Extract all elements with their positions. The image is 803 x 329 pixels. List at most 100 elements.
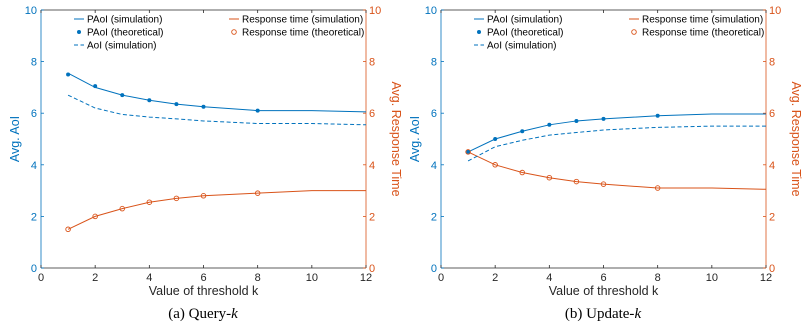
- x-tick-label: 2: [492, 272, 498, 284]
- figure-caption: (a) Query-k: [168, 306, 238, 322]
- right-y-axis-label: Avg. Response Time: [389, 81, 403, 196]
- left-y-axis-label: Avg. AoI: [408, 116, 422, 162]
- data-point: [519, 169, 526, 176]
- x-tick-label: 2: [92, 272, 98, 284]
- series-response-time-theoretical: [65, 190, 261, 233]
- legend-label: AoI (simulation): [87, 41, 156, 52]
- data-point: [654, 185, 661, 191]
- data-point: [120, 93, 125, 98]
- left-y-tick-label: 0: [431, 263, 437, 275]
- right-y-tick-label: 4: [769, 160, 775, 172]
- series-line: [467, 113, 766, 153]
- legend-label: PAoI (simulation): [487, 15, 562, 26]
- legend-label: AoI (simulation): [487, 41, 556, 52]
- data-point: [547, 122, 552, 127]
- data-point: [200, 193, 207, 199]
- figure-caption: (b) Update-k: [565, 306, 642, 322]
- left-y-axis-label: Avg. AoI: [8, 116, 22, 162]
- legend-item: Response time (theoretical): [631, 28, 764, 39]
- x-tick-label: 0: [438, 272, 444, 284]
- legend-item: PAoI (simulation): [74, 15, 162, 26]
- x-tick-label: 6: [600, 272, 606, 284]
- x-axis-label: Value of threshold k: [549, 284, 659, 298]
- data-point: [600, 181, 607, 187]
- x-tick-label: 6: [200, 272, 206, 284]
- legend-item: PAoI (theoretical): [77, 28, 164, 39]
- legend-label: Response time (theoretical): [642, 28, 764, 39]
- left-y-tick-label: 0: [31, 263, 37, 275]
- right-y-tick-label: 2: [369, 211, 375, 223]
- data-point: [147, 98, 152, 103]
- series-line: [67, 94, 367, 126]
- legend-swatch: [231, 29, 237, 35]
- right-y-tick-label: 2: [769, 211, 775, 223]
- legend-label: PAoI (theoretical): [487, 28, 564, 39]
- series-paoi-simulation: [67, 72, 367, 113]
- left-y-tick-label: 2: [31, 211, 37, 223]
- left-y-tick-label: 8: [431, 57, 437, 69]
- data-point: [601, 116, 606, 121]
- x-tick-label: 0: [38, 272, 44, 284]
- series-paoi-simulation: [467, 113, 766, 153]
- data-point: [655, 113, 660, 118]
- data-point: [174, 102, 179, 107]
- x-tick-label: 10: [706, 272, 718, 284]
- series-response-time-simulation: [67, 190, 366, 230]
- right-y-tick-label: 0: [369, 263, 375, 275]
- data-point: [493, 137, 498, 141]
- series-response-time-theoretical: [465, 149, 661, 191]
- left-y-tick-label: 10: [425, 5, 437, 17]
- data-point: [466, 149, 471, 154]
- legend-label: PAoI (simulation): [87, 15, 162, 26]
- data-point: [255, 108, 260, 113]
- series-line: [467, 125, 766, 162]
- left-y-tick-label: 4: [431, 160, 437, 172]
- legend-item: AoI (simulation): [474, 41, 556, 52]
- legend-label: PAoI (theoretical): [87, 28, 164, 39]
- data-point: [93, 84, 98, 89]
- legend-label: Response time (theoretical): [242, 28, 364, 39]
- right-y-tick-label: 8: [769, 57, 775, 69]
- x-axis-label: Value of threshold k: [149, 284, 259, 298]
- legend-label: Response time (simulation): [642, 15, 763, 26]
- legend: PAoI (simulation) Response time (simulati…: [74, 15, 364, 52]
- legend-item: Response time (simulation): [629, 15, 763, 26]
- data-point: [66, 72, 71, 77]
- series-aoi-simulation: [67, 94, 367, 126]
- series-paoi-theoretical: [66, 72, 260, 113]
- right-y-tick-label: 4: [369, 160, 375, 172]
- data-point: [119, 205, 125, 212]
- x-tick-label: 8: [255, 272, 261, 284]
- right-y-tick-label: 10: [369, 5, 381, 17]
- x-tick-label: 10: [306, 272, 318, 284]
- legend-item: PAoI (theoretical): [477, 28, 564, 39]
- x-tick-label: 4: [146, 272, 152, 284]
- legend: PAoI (simulation) Response time (simulati…: [474, 15, 764, 52]
- x-tick-label: 4: [546, 272, 552, 284]
- right-y-tick-label: 8: [369, 57, 375, 69]
- right-y-tick-label: 10: [769, 5, 781, 17]
- left-y-tick-label: 2: [431, 211, 437, 223]
- data-point: [465, 149, 471, 155]
- right-y-axis-label: Avg. Response Time: [789, 81, 803, 196]
- series-aoi-simulation: [467, 125, 766, 162]
- series-line: [67, 190, 366, 230]
- right-y-tick-label: 6: [369, 108, 375, 120]
- left-y-tick-label: 6: [31, 108, 37, 120]
- series-line: [467, 151, 767, 190]
- legend-item: Response time (theoretical): [231, 28, 364, 39]
- legend-item: AoI (simulation): [74, 41, 156, 52]
- x-tick-label: 12: [360, 272, 372, 284]
- series-response-time-simulation: [467, 151, 767, 190]
- left-y-tick-label: 10: [25, 5, 37, 17]
- data-point: [574, 118, 579, 123]
- legend-swatch: [631, 29, 637, 35]
- legend-item: PAoI (simulation): [474, 15, 562, 26]
- data-point: [65, 226, 71, 233]
- series-paoi-theoretical: [466, 113, 660, 154]
- left-y-tick-label: 4: [31, 160, 37, 172]
- legend-label: Response time (simulation): [242, 15, 363, 26]
